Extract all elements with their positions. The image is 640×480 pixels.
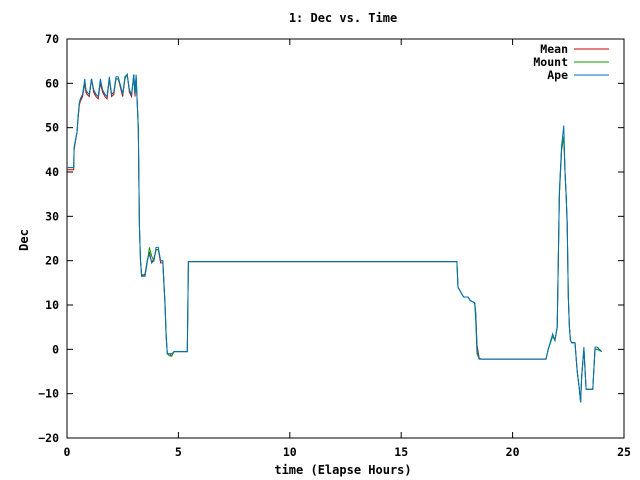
x-axis: 0 5 10 15 20 25 [64,39,631,459]
x-tick-label: 25 [617,445,631,459]
y-tick-label: 70 [45,32,59,46]
series-lines [67,72,603,403]
chart-title: 1: Dec vs. Time [289,11,397,25]
x-tick-label: 15 [394,445,408,459]
y-tick-label: 0 [52,342,59,356]
x-axis-label: time (Elapse Hours) [274,463,411,477]
x-tick-label: 5 [175,445,182,459]
series-line-mean [67,72,602,403]
y-axis: −20 −10 0 10 20 30 40 50 60 70 [38,32,624,445]
y-tick-label: 20 [45,254,59,268]
y-tick-label: −20 [38,431,59,445]
y-tick-label: 40 [45,165,59,179]
x-tick-label: 0 [64,445,71,459]
series-line-mount [67,72,602,403]
y-axis-label: Dec [17,229,31,251]
legend-label-ape: Ape [547,68,568,82]
x-tick-label: 10 [283,445,297,459]
x-tick-label: 20 [506,445,520,459]
y-tick-label: −10 [38,387,59,401]
y-tick-label: 50 [45,121,59,135]
y-tick-label: 60 [45,76,59,90]
legend-label-mean: Mean [540,42,568,56]
y-tick-label: 10 [45,298,59,312]
plot-area-frame [66,38,625,439]
y-tick-label: 30 [45,209,59,223]
legend-label-mount: Mount [533,55,568,69]
series-line-ape [67,73,603,403]
